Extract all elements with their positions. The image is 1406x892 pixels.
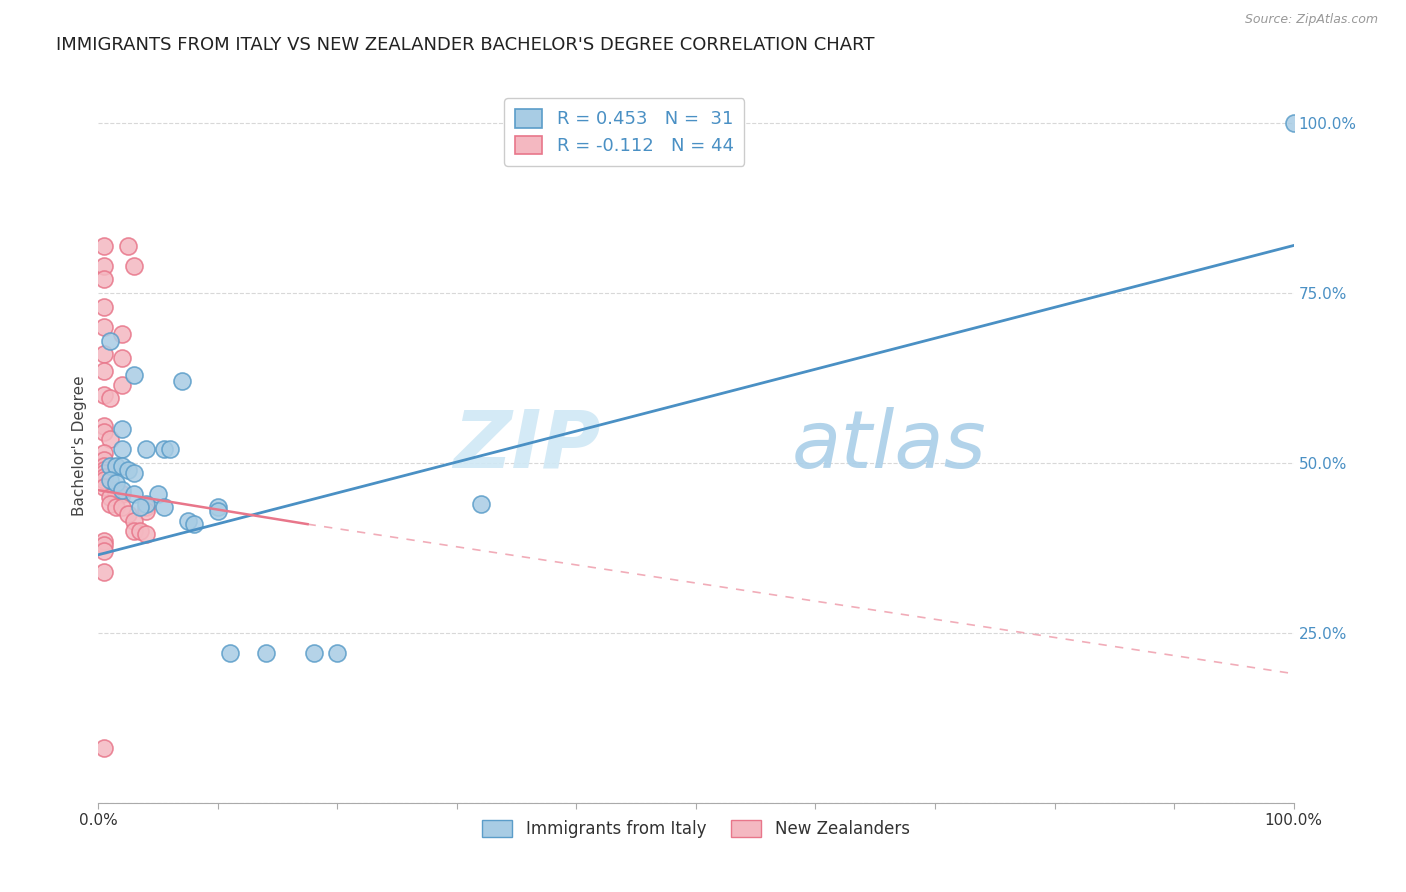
- Point: [93, 469, 115, 483]
- Point: [93, 320, 115, 334]
- Point: [93, 238, 115, 252]
- Point: [111, 377, 134, 392]
- Point: [111, 351, 134, 365]
- Point: [93, 473, 115, 487]
- Point: [93, 459, 115, 474]
- Point: [207, 500, 229, 515]
- Point: [93, 347, 115, 361]
- Point: [135, 500, 157, 515]
- Text: Source: ZipAtlas.com: Source: ZipAtlas.com: [1244, 13, 1378, 27]
- Point: [105, 459, 128, 474]
- Point: [135, 442, 157, 457]
- Point: [129, 500, 152, 515]
- Point: [183, 517, 205, 532]
- Point: [135, 497, 157, 511]
- Point: [302, 646, 325, 660]
- Point: [98, 392, 122, 406]
- Point: [111, 486, 134, 500]
- Point: [111, 442, 134, 457]
- Point: [93, 259, 115, 273]
- Point: [93, 544, 115, 558]
- Point: [93, 537, 115, 551]
- Point: [177, 514, 200, 528]
- Point: [105, 486, 128, 500]
- Point: [105, 476, 128, 491]
- Point: [98, 432, 122, 446]
- Point: [93, 364, 115, 378]
- Point: [111, 483, 134, 498]
- Point: [98, 334, 122, 348]
- Y-axis label: Bachelor's Degree: Bachelor's Degree: [72, 376, 87, 516]
- Text: IMMIGRANTS FROM ITALY VS NEW ZEALANDER BACHELOR'S DEGREE CORRELATION CHART: IMMIGRANTS FROM ITALY VS NEW ZEALANDER B…: [56, 36, 875, 54]
- Point: [98, 490, 122, 504]
- Point: [129, 524, 152, 538]
- Point: [93, 480, 115, 494]
- Point: [124, 368, 146, 382]
- Point: [105, 500, 128, 515]
- Point: [135, 503, 157, 517]
- Point: [93, 388, 115, 402]
- Point: [93, 466, 115, 480]
- Text: ZIP: ZIP: [453, 407, 600, 485]
- Legend: Immigrants from Italy, New Zealanders: Immigrants from Italy, New Zealanders: [475, 813, 917, 845]
- Point: [470, 497, 492, 511]
- Point: [153, 442, 176, 457]
- Point: [98, 473, 122, 487]
- Point: [93, 565, 115, 579]
- Point: [111, 326, 134, 341]
- Point: [93, 534, 115, 549]
- Point: [93, 446, 115, 460]
- Point: [207, 503, 229, 517]
- Point: [124, 259, 146, 273]
- Point: [326, 646, 349, 660]
- Point: [254, 646, 277, 660]
- Point: [124, 486, 146, 500]
- Point: [124, 466, 146, 480]
- Point: [93, 741, 115, 756]
- Point: [93, 452, 115, 467]
- Point: [93, 272, 115, 286]
- Point: [111, 459, 134, 474]
- Point: [111, 422, 134, 436]
- Point: [98, 459, 122, 474]
- Point: [117, 507, 139, 521]
- Point: [93, 300, 115, 314]
- Point: [111, 500, 134, 515]
- Point: [93, 418, 115, 433]
- Point: [105, 483, 128, 498]
- Point: [219, 646, 242, 660]
- Point: [93, 425, 115, 440]
- Point: [124, 524, 146, 538]
- Point: [1282, 116, 1305, 130]
- Point: [93, 463, 115, 477]
- Point: [117, 238, 139, 252]
- Point: [135, 527, 157, 541]
- Point: [159, 442, 181, 457]
- Point: [117, 463, 139, 477]
- Point: [172, 375, 194, 389]
- Point: [98, 497, 122, 511]
- Point: [153, 500, 176, 515]
- Point: [124, 514, 146, 528]
- Text: atlas: atlas: [792, 407, 987, 485]
- Point: [148, 486, 170, 500]
